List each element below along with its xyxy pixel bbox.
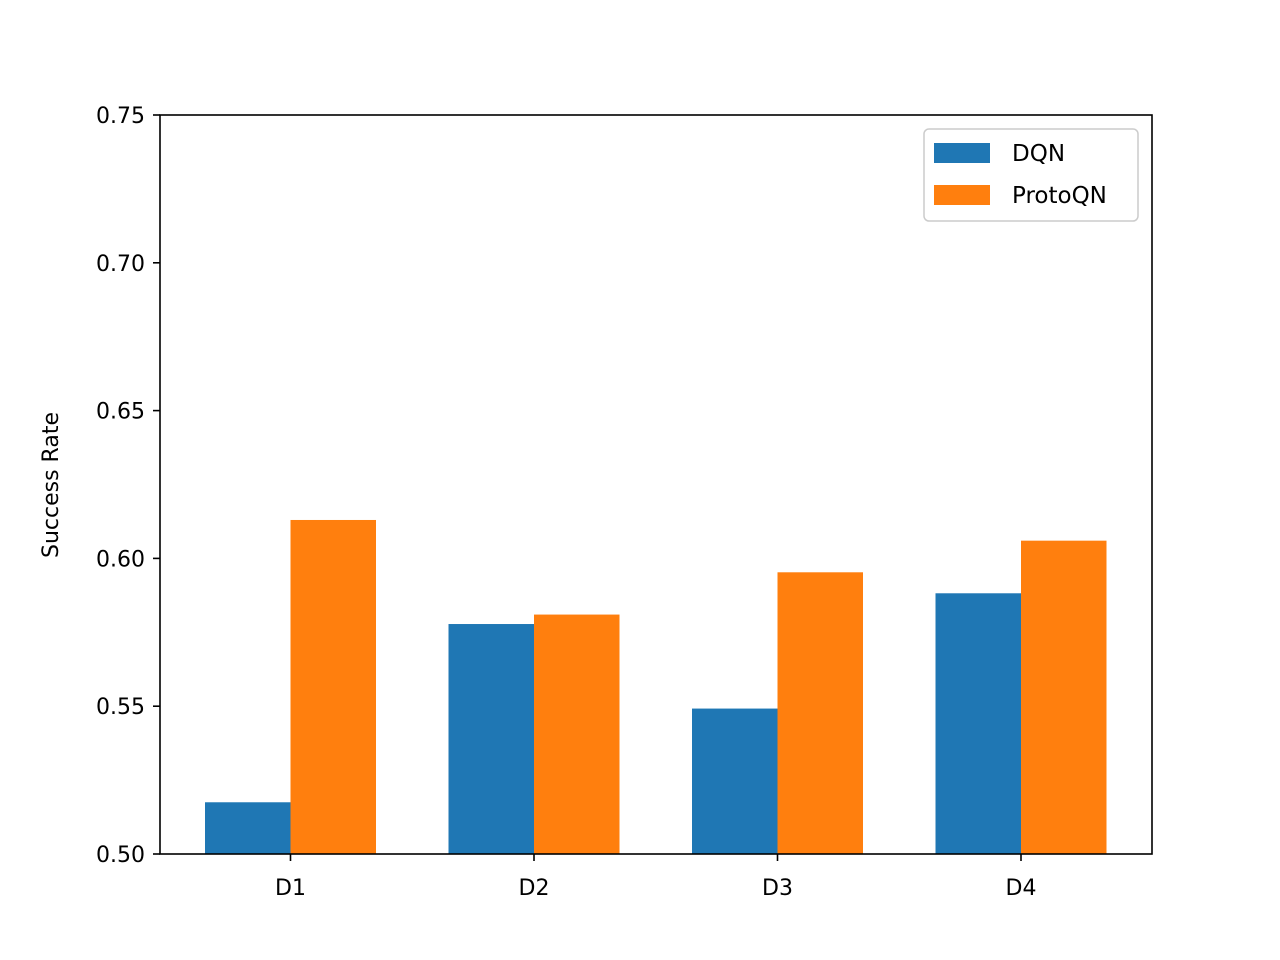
y-tick-label: 0.75 (96, 104, 145, 129)
y-axis: 0.50 0.55 0.60 0.65 0.70 0.75 (96, 104, 160, 868)
bar-protoqn-d3 (777, 572, 863, 854)
y-tick-label: 0.50 (96, 843, 145, 868)
y-axis-label: Success Rate (39, 412, 64, 558)
x-axis: D1 D2 D3 D4 (275, 854, 1036, 901)
legend-label-dqn: DQN (1012, 141, 1065, 167)
bar-protoqn-d1 (290, 519, 376, 854)
y-tick-label: 0.60 (96, 547, 145, 572)
x-tick-label: D1 (275, 876, 306, 901)
y-tick-label: 0.70 (96, 252, 145, 277)
legend: DQN ProtoQN (923, 128, 1139, 222)
x-tick-label: D4 (1006, 876, 1037, 901)
legend-swatch-dqn (934, 143, 990, 163)
plot-frame (159, 114, 1153, 855)
bar-protoqn-d4 (1021, 540, 1107, 854)
x-tick-label: D2 (519, 876, 550, 901)
bar-dqn-d4 (935, 593, 1021, 854)
bars-group (205, 519, 1107, 854)
legend-swatch-protoqn (934, 185, 990, 205)
bar-dqn-d1 (205, 802, 291, 854)
x-tick-label: D3 (762, 876, 793, 901)
legend-label-protoqn: ProtoQN (1012, 183, 1107, 209)
y-tick-label: 0.65 (96, 400, 145, 425)
bar-dqn-d2 (448, 624, 534, 854)
y-tick-label: 0.55 (96, 695, 145, 720)
bar-dqn-d3 (692, 708, 778, 854)
bar-protoqn-d2 (534, 614, 620, 854)
